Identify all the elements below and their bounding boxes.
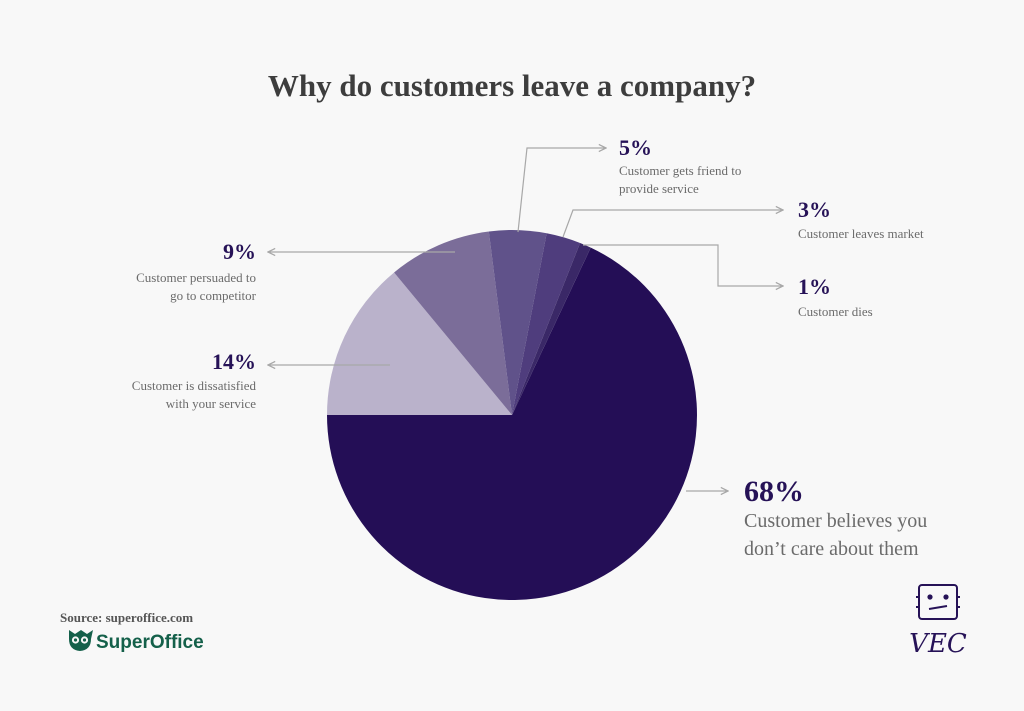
robot-face-icon (916, 584, 960, 620)
slice-label-68: 68% Customer believes you don’t care abo… (744, 475, 927, 560)
slice-label-14: 14% Customer is dissatisfied with your s… (132, 349, 257, 411)
description-line: with your service (166, 396, 256, 411)
percent-label: 9% (223, 239, 256, 264)
description-line: Customer is dissatisfied (132, 378, 257, 393)
description-line: provide service (619, 181, 699, 196)
description-line: Customer dies (798, 304, 873, 319)
slice-label-5: 5% Customer gets friend to provide servi… (619, 135, 741, 196)
pie (327, 230, 697, 600)
description-line: go to competitor (170, 288, 257, 303)
leader-lines (268, 148, 783, 491)
pie-slice-1 (512, 242, 591, 415)
pie-slice-14 (327, 272, 512, 415)
pie-slice-9 (394, 231, 512, 415)
pie-slice-68 (327, 247, 697, 600)
pie-slice-3 (512, 233, 581, 415)
leader-line-5 (517, 148, 606, 233)
percent-label: 5% (619, 135, 652, 160)
slice-label-9: 9% Customer persuaded to go to competito… (136, 239, 257, 303)
slice-label-3: 3% Customer leaves market (798, 197, 924, 241)
percent-label: 14% (212, 349, 256, 374)
description-line: Customer gets friend to (619, 163, 741, 178)
vec-logo-text: VEC (909, 629, 967, 659)
description-line: Customer believes you (744, 510, 927, 532)
description-line: Customer persuaded to (136, 270, 256, 285)
leader-line-1 (583, 244, 783, 286)
source-text: Source: superoffice.com (60, 610, 193, 625)
description-line: Customer leaves market (798, 226, 924, 241)
description-line: don’t care about them (744, 538, 919, 560)
chart-title: Why do customers leave a company? (268, 68, 756, 103)
pie-slice-5 (488, 230, 547, 415)
superoffice-brand-text: SuperOffice (96, 632, 204, 653)
leader-line-3 (562, 210, 783, 238)
slice-label-1: 1% Customer dies (798, 274, 873, 319)
percent-label: 68% (744, 475, 804, 508)
owl-logo-icon (69, 630, 93, 651)
percent-label: 1% (798, 274, 831, 299)
percent-label: 3% (798, 197, 831, 222)
